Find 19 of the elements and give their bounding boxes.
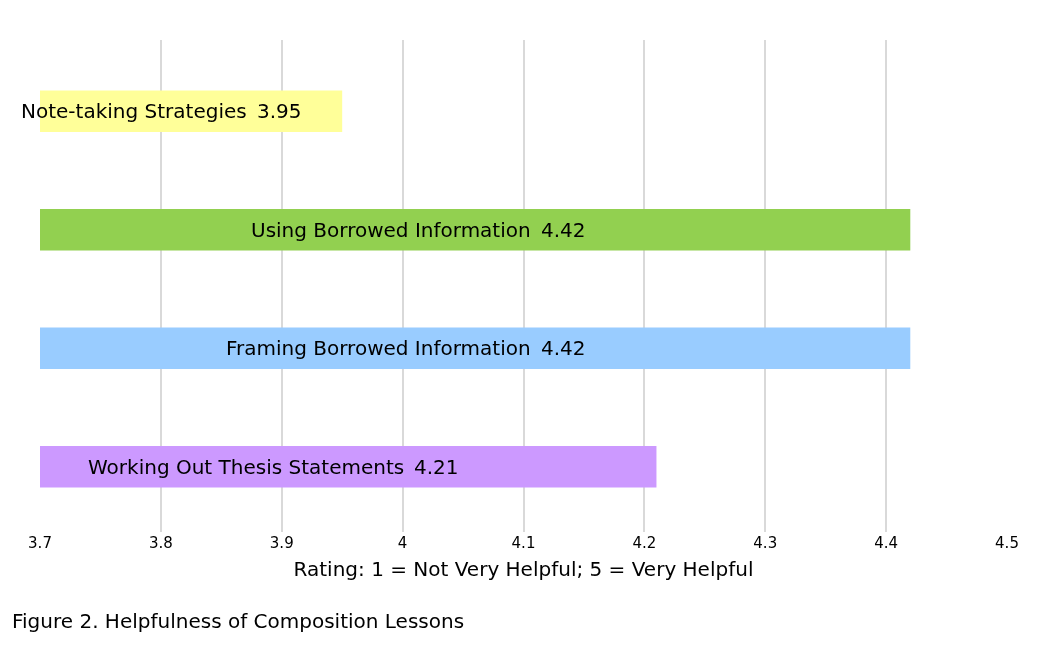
- data-label: 4.42: [541, 218, 586, 242]
- x-tick-label: 4.3: [753, 534, 778, 552]
- x-tick-label: 4.5: [995, 534, 1019, 552]
- x-tick-label: 4.2: [632, 534, 657, 552]
- y-tick-label: Framing Borrowed Information: [226, 336, 531, 360]
- data-label: 4.21: [414, 455, 459, 479]
- x-tick-label: 3.9: [269, 534, 294, 552]
- caption: Figure 2. Helpfulness of Composition Lessons: [12, 609, 465, 633]
- x-tick-label: 4: [397, 534, 408, 552]
- x-tick-label: 3.7: [28, 534, 52, 552]
- data-label: 4.42: [541, 336, 586, 360]
- x-tick-label: 3.8: [148, 534, 173, 552]
- y-tick-label: Working Out Thesis Statements: [88, 455, 405, 479]
- x-tick-label: 4.4: [874, 534, 899, 552]
- y-tick-label: Using Borrowed Information: [251, 218, 531, 242]
- data-label: 3.95: [257, 99, 302, 123]
- x-tick-label: 4.1: [511, 534, 536, 552]
- y-tick-label: Note-taking Strategies: [21, 99, 247, 123]
- x-axis-title: Rating: 1 = Not Very Helpful; 5 = Very Helpful: [293, 556, 754, 581]
